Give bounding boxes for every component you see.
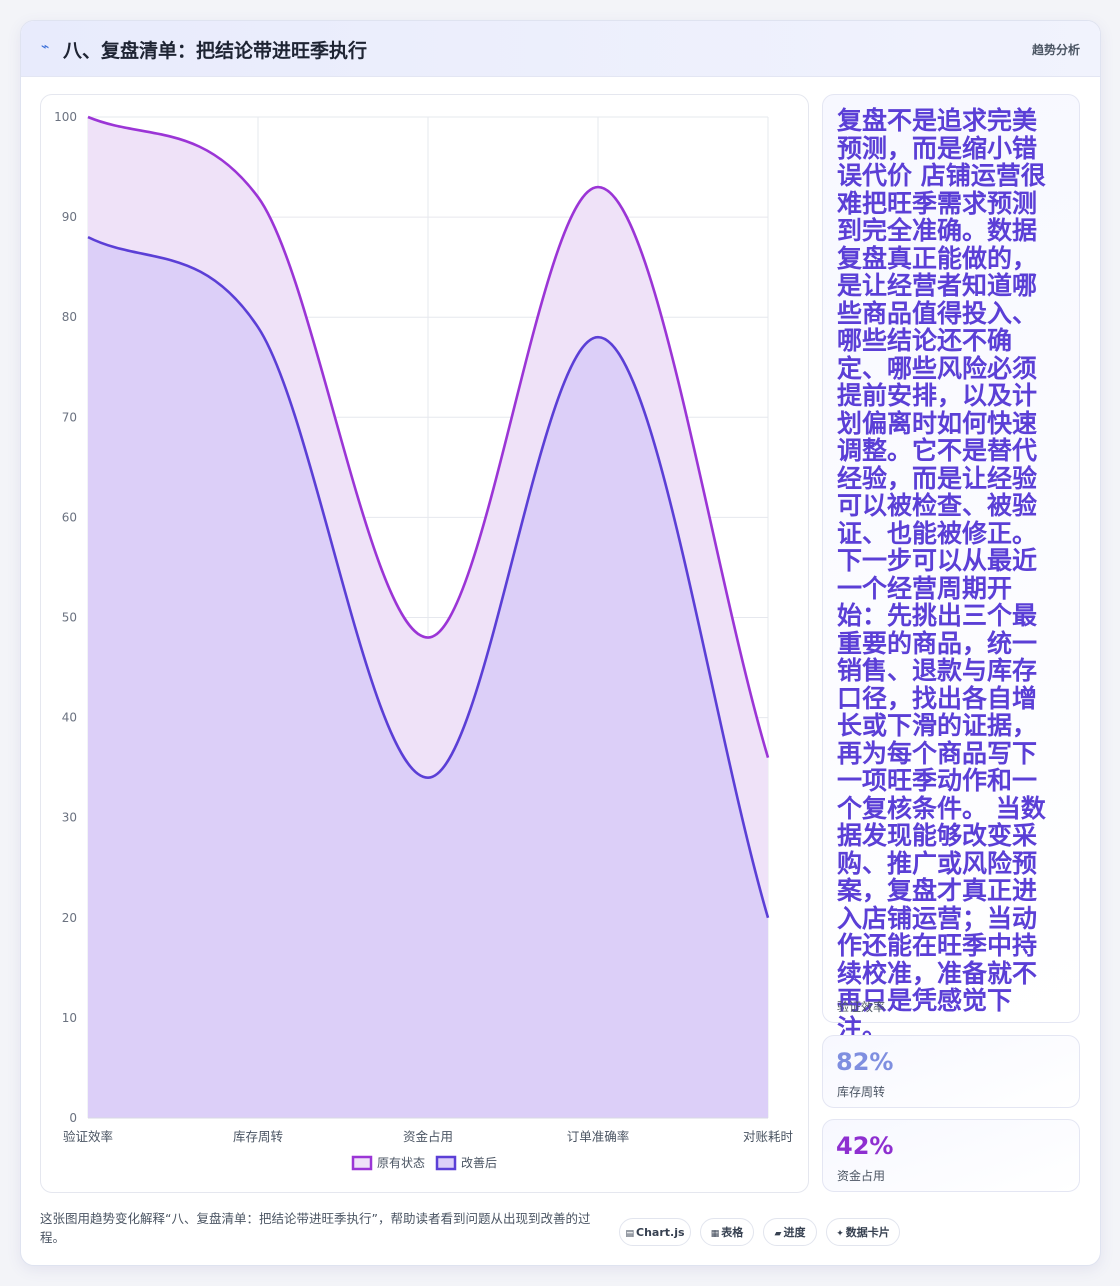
y-tick-label: 100 bbox=[54, 110, 77, 124]
progress-icon: ▰ bbox=[774, 1229, 782, 1239]
sparkle-icon: ✦ bbox=[836, 1229, 844, 1239]
legend-label: 改善后 bbox=[461, 1155, 497, 1170]
x-tick-label: 订单准确率 bbox=[567, 1129, 630, 1144]
x-tick-label: 资金占用 bbox=[403, 1129, 453, 1144]
legend-swatch bbox=[435, 1155, 457, 1171]
stat-value: 82% bbox=[836, 1048, 894, 1076]
table-icon: ▦ bbox=[710, 1229, 720, 1239]
chart-panel: 0 10 20 30 40 50 60 70 80 90 100 验证效率 库存周转 资金占用 订单准确率 对… bbox=[40, 94, 809, 1193]
y-tick-label: 10 bbox=[62, 1011, 77, 1025]
y-tick-label: 90 bbox=[62, 210, 77, 224]
x-tick-label: 库存周转 bbox=[233, 1129, 283, 1144]
y-tick-label: 80 bbox=[62, 310, 77, 324]
tag-chartjs[interactable]: ▤ Chart.js bbox=[619, 1218, 691, 1246]
card-header: ⌁ 八、复盘清单：把结论带进旺季执行 趋势分析 bbox=[21, 21, 1100, 77]
series-area-1 bbox=[88, 237, 768, 1118]
legend-swatch bbox=[351, 1155, 373, 1171]
tag-progress[interactable]: ▰ 进度 bbox=[763, 1218, 817, 1246]
stat-label: 库存周转 bbox=[837, 1085, 886, 1099]
y-tick-label: 40 bbox=[62, 711, 77, 725]
tag-table[interactable]: ▦ 表格 bbox=[700, 1218, 754, 1246]
stat-card-capital: 42% 资金占用 bbox=[822, 1119, 1080, 1192]
y-tick-label: 70 bbox=[62, 410, 77, 424]
stat-card-inventory: 82% 库存周转 bbox=[822, 1035, 1080, 1108]
insight-card: 复盘不是追求完美预测，而是缩小错误代价 店铺运营很难把旺季需求预测到完全准确。数… bbox=[822, 94, 1080, 1042]
report-card: ⌁ 八、复盘清单：把结论带进旺季执行 趋势分析 0 10 20 30 40 50 60 70 8… bbox=[20, 20, 1101, 1266]
insight-text: 复盘不是追求完美预测，而是缩小错误代价 店铺运营很难把旺季需求预测到完全准确。数… bbox=[837, 106, 1046, 1043]
tag-data-card[interactable]: ✦ 数据卡片 bbox=[826, 1218, 900, 1246]
area-chart: 0 10 20 30 40 50 60 70 80 90 100 验证效率 库存周转 资金占用 订单准确率 对… bbox=[54, 110, 794, 1171]
stat-label: 资金占用 bbox=[837, 1169, 886, 1183]
series-line-0 bbox=[87, 115, 770, 759]
y-tick-label: 50 bbox=[62, 611, 77, 625]
y-tick-label: 30 bbox=[62, 811, 77, 825]
x-tick-label: 对账耗时 bbox=[743, 1129, 794, 1144]
x-tick-label: 验证效率 bbox=[63, 1129, 113, 1144]
y-tick-label: 20 bbox=[62, 911, 77, 925]
series-line-1 bbox=[87, 235, 770, 919]
chart-caption: 这张图用趋势变化解释“八、复盘清单：把结论带进旺季执行”，帮助读者看到问题从出现… bbox=[40, 1211, 591, 1245]
header-tag: 趋势分析 bbox=[1031, 43, 1080, 57]
stat-value: 42% bbox=[836, 1132, 894, 1160]
y-tick-label: 60 bbox=[62, 510, 77, 524]
card-title: 八、复盘清单：把结论带进旺季执行 bbox=[63, 40, 368, 62]
trend-line-icon: ⌁ bbox=[41, 39, 50, 55]
chart-icon: ▤ bbox=[625, 1229, 634, 1239]
legend-label: 原有状态 bbox=[377, 1156, 425, 1170]
insight-label: 验证效率 bbox=[837, 1000, 886, 1014]
y-tick-label: 0 bbox=[69, 1111, 77, 1125]
